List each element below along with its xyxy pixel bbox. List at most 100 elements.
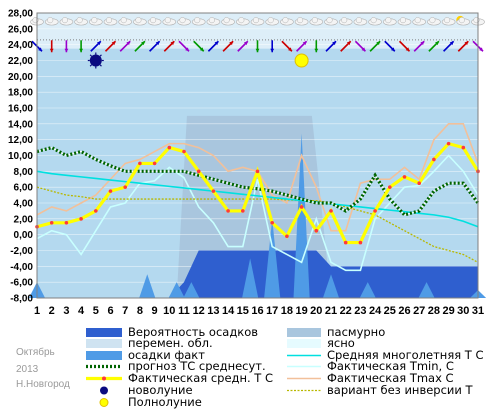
wind-arrow-icon-day-18 [281,40,293,52]
x-tick-label: 6 [107,305,113,317]
x-tick-label: 11 [178,305,190,317]
x-tick-label: 4 [78,305,85,317]
wind-arrow-icon-day-22 [340,40,352,52]
full-moon-icon [294,53,309,68]
wind-arrow-icon-day-10 [163,40,175,52]
precip-fact-spike-5 [242,258,259,298]
series-point-mean [196,169,201,174]
caption: Октябрь 2013 Н.Новгород [16,346,70,390]
wind-arrow-head [155,41,160,46]
y-tick-label: 2,00 [14,214,34,225]
x-tick-label: 25 [384,305,396,317]
wind-arrow-head [420,41,425,46]
y-tick-label: 10,00 [8,151,33,162]
x-tick-label: 8 [137,305,143,317]
series-point-mean [358,240,363,245]
legend-item-variable: перемен. обл. [86,336,213,350]
weather-icon-cloud-day-4 [74,17,88,26]
cloud-puff [297,17,304,24]
wind-arrow-head [126,41,131,46]
wind-arrow-head [38,47,42,52]
wind-arrow-head [79,48,84,53]
wind-arrow-head [288,47,292,52]
series-point-mean [49,220,54,225]
x-tick-label: 14 [222,305,235,317]
wind-arrow-head [405,47,410,52]
x-tick-label: 31 [472,305,484,317]
legend-mean-point [102,376,106,381]
wind-arrow-head [479,47,483,52]
y-tick-label: 12,00 [8,135,33,146]
wind-arrow-icon-day-11 [178,40,190,52]
precip-fact-spike-2 [139,274,156,298]
wind-arrow-head [449,41,454,46]
legend-label-mean: Фактическая средн. Т С [128,371,273,385]
legend-label-full_moon: Полнолуние [128,395,202,409]
wind-arrow-head [170,41,175,46]
precip-fact-spike-9 [359,282,376,298]
cloud-puff [105,17,113,24]
x-tick-label: 10 [163,305,175,317]
y-tick-label: -8,00 [10,294,33,305]
series-point-mean [417,181,422,186]
legend-label-overcast: пасмурно [327,325,385,339]
legend-label-variable: перемен. обл. [128,336,213,350]
series-point-mean [108,189,113,193]
weather-icon-cloud-day-13 [206,17,221,26]
x-tick-label: 27 [413,305,425,317]
cloud-puff [429,17,436,24]
wind-arrow-icon-day-7 [119,40,131,52]
series-point-mean [182,149,186,154]
wind-arrow-icon-day-21 [325,40,337,52]
x-tick-label: 9 [152,305,158,317]
cloud-puff [385,17,392,24]
caption-month: Октябрь [16,346,55,358]
weather-icon-cloud-day-27 [412,17,427,26]
legend-label-clear: ясно [327,336,355,350]
legend-item-norm: Средняя многолетняя Т С [287,348,484,362]
wind-arrow-head [270,48,275,53]
x-tick-label: 13 [207,305,219,317]
legend-item-tmax: Фактическая Tmax C [287,371,454,385]
wind-arrow-head [361,47,366,52]
precip-fact-spike-10 [418,282,435,298]
legend-swatch-precip_fact [86,351,122,360]
legend-label-forecast: прогноз ТС среднесут. [128,359,266,373]
cloud-puff [311,17,318,24]
x-tick-label: 17 [266,305,278,317]
legend-swatch-overcast [287,328,321,337]
wind-arrow-head [49,48,54,53]
y-tick-label: 20,00 [8,72,33,83]
wind-arrow-head [390,47,395,52]
cloud-puff [223,17,230,24]
weather-icon-cloud-day-11 [177,17,191,26]
weather-icon-cloud-day-5 [89,17,103,26]
wind-arrow-icon-day-28 [428,40,440,52]
x-tick-label: 30 [457,305,469,317]
x-tick-label: 29 [442,305,454,317]
y-tick-label: 14,00 [8,119,33,130]
y-tick-label: 16,00 [8,104,33,115]
cloud-puff [61,17,68,24]
series-point-mean [461,145,466,150]
legend-full-moon-icon [99,398,109,407]
cloud-puff [47,17,54,24]
series-point-mean [241,209,245,213]
weather-icon-cloud-day-26 [397,17,412,26]
cloud-puff [267,17,274,24]
cloud-puff [150,17,157,24]
weather-icon-sun-cloud-day-30 [456,15,471,26]
legend-label-new_moon: новолуние [128,383,193,397]
wind-arrow-icon-day-5 [90,40,102,52]
weather-icon-cloud-day-28 [427,17,441,26]
weather-icon-cloud-day-12 [191,17,206,26]
wind-arrow-icon-day-20 [314,40,319,53]
weather-icon-cloud-day-21 [324,17,338,26]
x-tick-label: 2 [49,305,55,317]
new-moon-ray [99,54,102,57]
legend-label-tmax: Фактическая Tmax C [327,371,454,385]
series-point-mean [167,145,172,150]
wind-arrow-icon-day-16 [255,40,260,53]
wind-arrow-icon-day-27 [413,40,425,52]
